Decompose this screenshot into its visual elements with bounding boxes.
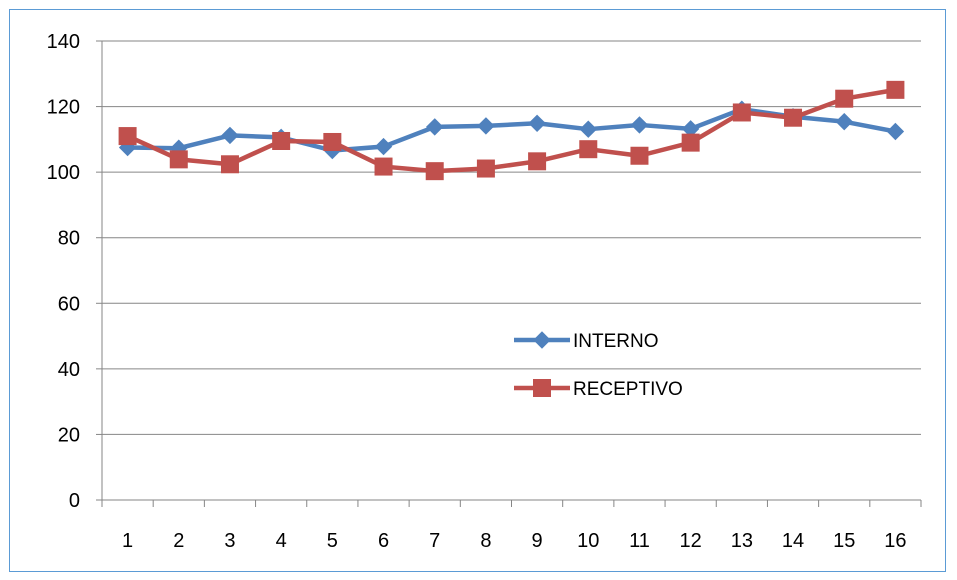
y-tick-label: 140: [47, 31, 80, 53]
x-tick-label: 13: [731, 530, 753, 552]
legend-label: INTERNO: [573, 331, 659, 352]
series-line: [126, 87, 896, 174]
data-point-square: [886, 80, 905, 99]
x-tick-label: 2: [173, 530, 184, 552]
data-point-square: [579, 140, 598, 159]
x-tick-label: 8: [480, 530, 491, 552]
x-tick-label: 4: [276, 530, 287, 552]
x-tick-label: 11: [629, 530, 650, 552]
data-point-square: [732, 103, 751, 122]
y-tick-label: 120: [47, 97, 80, 119]
y-tick-label: 100: [47, 162, 80, 184]
data-point-diamond: [835, 112, 853, 131]
legend-item: INTERNO: [514, 331, 659, 352]
data-point-diamond: [886, 122, 905, 141]
data-point-square: [220, 155, 239, 174]
data-point-square: [425, 162, 444, 181]
y-tick-label: 40: [58, 359, 80, 381]
y-axis-ticks: 0 20 40 60 80 100 120 140: [47, 31, 102, 512]
data-point-diamond: [579, 120, 597, 138]
gridlines: [102, 40, 921, 435]
data-point-square: [374, 157, 393, 176]
series-layer: [118, 80, 905, 181]
data-point-square: [169, 150, 188, 169]
legend-marker: [533, 331, 551, 349]
legend-label: RECEPTIVO: [573, 379, 683, 400]
x-tick-label: 5: [327, 530, 338, 552]
x-tick-label: 9: [532, 530, 543, 552]
data-point-square: [835, 89, 854, 108]
x-tick-label: 3: [224, 530, 235, 552]
data-point-square: [681, 133, 700, 152]
data-point-square: [272, 131, 291, 150]
x-axis-ticks: 1 2 3 4 5 6 7 8 9 10 11 12 13 14 15 16: [101, 500, 922, 552]
x-tick-label: 15: [833, 530, 855, 552]
data-point-diamond: [426, 118, 444, 136]
x-tick-label: 7: [429, 530, 440, 552]
data-point-diamond: [528, 114, 546, 132]
x-tick-label: 12: [680, 530, 702, 552]
data-point-square: [118, 127, 137, 146]
data-point-square: [476, 159, 495, 178]
x-tick-label: 10: [577, 530, 599, 552]
data-point-diamond: [477, 117, 495, 135]
legend: INTERNO RECEPTIVO: [514, 331, 683, 400]
y-tick-label: 80: [58, 228, 80, 250]
x-tick-label: 16: [884, 530, 906, 552]
x-tick-label: 1: [122, 530, 133, 552]
data-point-square: [528, 152, 547, 171]
y-tick-label: 0: [69, 490, 80, 512]
chart-frame: [9, 9, 946, 572]
y-tick-label: 60: [58, 293, 80, 315]
data-point-square: [784, 108, 803, 127]
legend-marker: [533, 379, 551, 397]
series-receptivo: [118, 80, 905, 181]
data-point-diamond: [630, 116, 649, 134]
data-point-diamond: [374, 137, 393, 156]
data-point-diamond: [221, 126, 239, 145]
y-tick-label: 20: [58, 424, 80, 446]
legend-item: RECEPTIVO: [514, 379, 683, 400]
data-point-square: [323, 132, 342, 151]
x-tick-label: 14: [782, 530, 804, 552]
x-tick-label: 6: [378, 530, 389, 552]
data-point-square: [630, 146, 649, 165]
